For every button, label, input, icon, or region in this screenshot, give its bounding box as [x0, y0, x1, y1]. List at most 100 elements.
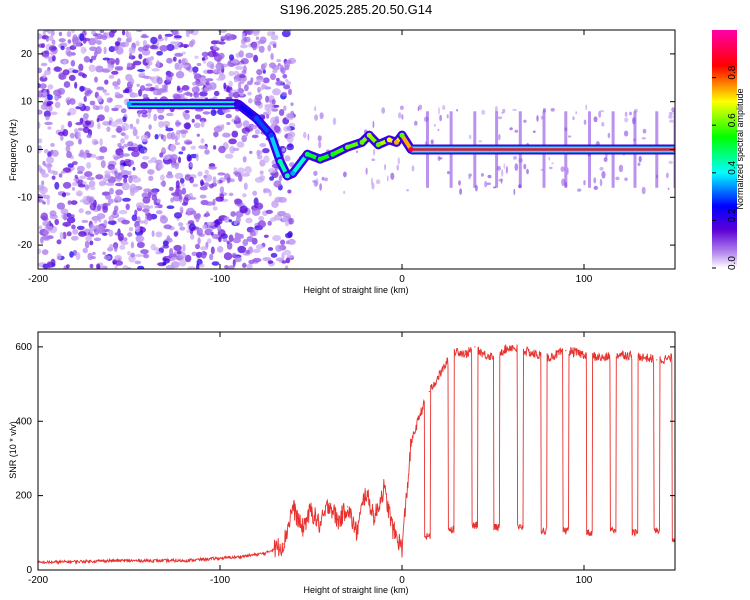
- noise-blob: [46, 30, 52, 35]
- noise-blob: [283, 125, 291, 132]
- noise-blob: [74, 81, 78, 89]
- noise-blob: [74, 128, 78, 134]
- noise-blob: [158, 34, 162, 40]
- noise-blob: [197, 171, 203, 177]
- noise-blob: [198, 145, 208, 150]
- noise-blob: [179, 129, 189, 134]
- noise-blob: [86, 195, 91, 202]
- noise-blob: [242, 262, 247, 268]
- noise-blob: [71, 181, 78, 187]
- noise-blob: [269, 176, 275, 181]
- noise-blob: [211, 261, 220, 266]
- noise-blob: [78, 138, 82, 145]
- snr-data-point: [638, 355, 640, 357]
- ridge-point: [399, 132, 405, 138]
- noise-blob: [234, 115, 240, 122]
- noise-blob: [99, 146, 108, 153]
- noise-blob: [59, 232, 64, 240]
- noise-blob: [235, 65, 244, 70]
- snr-data-point: [419, 413, 421, 415]
- snr-data-point: [283, 543, 285, 545]
- noise-blob: [271, 65, 280, 71]
- noise-blob: [603, 157, 608, 163]
- noise-blob: [593, 177, 597, 184]
- noise-blob: [285, 221, 289, 227]
- noise-blob: [272, 43, 277, 48]
- noise-blob: [176, 250, 182, 255]
- noise-blob: [162, 244, 170, 249]
- noise-blob: [51, 149, 59, 157]
- noise-blob: [237, 167, 245, 174]
- noise-blob: [40, 62, 48, 67]
- noise-blob: [203, 174, 213, 182]
- noise-blob: [199, 117, 207, 123]
- noise-blob: [85, 235, 92, 241]
- noise-blob: [104, 105, 110, 113]
- noise-blob: [169, 248, 174, 256]
- noise-blob: [208, 183, 214, 189]
- noise-blob: [665, 172, 669, 179]
- noise-blob: [343, 190, 346, 194]
- noise-blob: [78, 208, 84, 214]
- noise-blob: [181, 43, 190, 48]
- noise-blob: [498, 133, 501, 141]
- spectrogram-noise: [38, 30, 675, 269]
- noise-blob: [128, 47, 136, 54]
- noise-blob: [147, 169, 155, 175]
- noise-blob: [122, 174, 129, 179]
- snr-data-point: [528, 351, 531, 354]
- noise-blob: [210, 109, 217, 116]
- ridge-point: [284, 173, 290, 179]
- noise-blob: [468, 134, 472, 140]
- noise-blob: [218, 179, 223, 184]
- noise-blob: [54, 181, 60, 190]
- noise-blob: [135, 40, 140, 47]
- noise-blob: [153, 113, 158, 122]
- noise-blob: [135, 135, 140, 140]
- noise-blob: [248, 259, 255, 265]
- noise-blob: [111, 107, 119, 112]
- noise-blob: [281, 260, 287, 264]
- noise-blob: [267, 44, 272, 52]
- snr-y-ticks: 0 200 400 600: [15, 342, 675, 576]
- noise-blob: [83, 56, 91, 63]
- noise-blob: [62, 221, 72, 227]
- noise-blob: [481, 109, 486, 115]
- noise-blob: [512, 108, 517, 111]
- noise-blob: [284, 61, 290, 69]
- noise-blob: [271, 108, 279, 112]
- noise-blob: [241, 69, 247, 75]
- colorbar-tick-label: 0.0: [727, 256, 738, 270]
- noise-blob: [242, 156, 247, 163]
- noise-blob: [217, 246, 224, 253]
- noise-blob: [141, 113, 148, 118]
- noise-blob: [258, 87, 263, 91]
- noise-blob: [140, 134, 149, 143]
- noise-blob: [91, 30, 96, 35]
- noise-blob: [151, 194, 158, 201]
- noise-blob: [200, 250, 207, 259]
- noise-blob: [456, 109, 459, 112]
- noise-blob: [258, 45, 265, 53]
- noise-blob: [401, 114, 404, 120]
- noise-blob: [285, 112, 295, 121]
- noise-blob: [138, 109, 147, 113]
- spectrogram-x-ticks: -200 -100 0 100: [28, 30, 593, 285]
- noise-blob: [174, 188, 183, 197]
- noise-blob: [67, 163, 74, 168]
- noise-blob: [122, 30, 126, 36]
- noise-blob: [44, 69, 51, 76]
- noise-blob: [181, 85, 190, 91]
- noise-blob: [66, 151, 72, 159]
- noise-blob: [288, 217, 293, 225]
- noise-blob: [69, 251, 74, 258]
- noise-blob: [615, 176, 620, 181]
- snr-dropout-point: [426, 535, 429, 538]
- noise-blob: [105, 194, 112, 200]
- noise-blob: [263, 188, 271, 193]
- snr-dropout-point: [656, 530, 658, 532]
- noise-blob: [190, 145, 196, 150]
- noise-blob: [235, 236, 245, 239]
- noise-blob: [134, 260, 142, 265]
- noise-blob: [223, 252, 233, 261]
